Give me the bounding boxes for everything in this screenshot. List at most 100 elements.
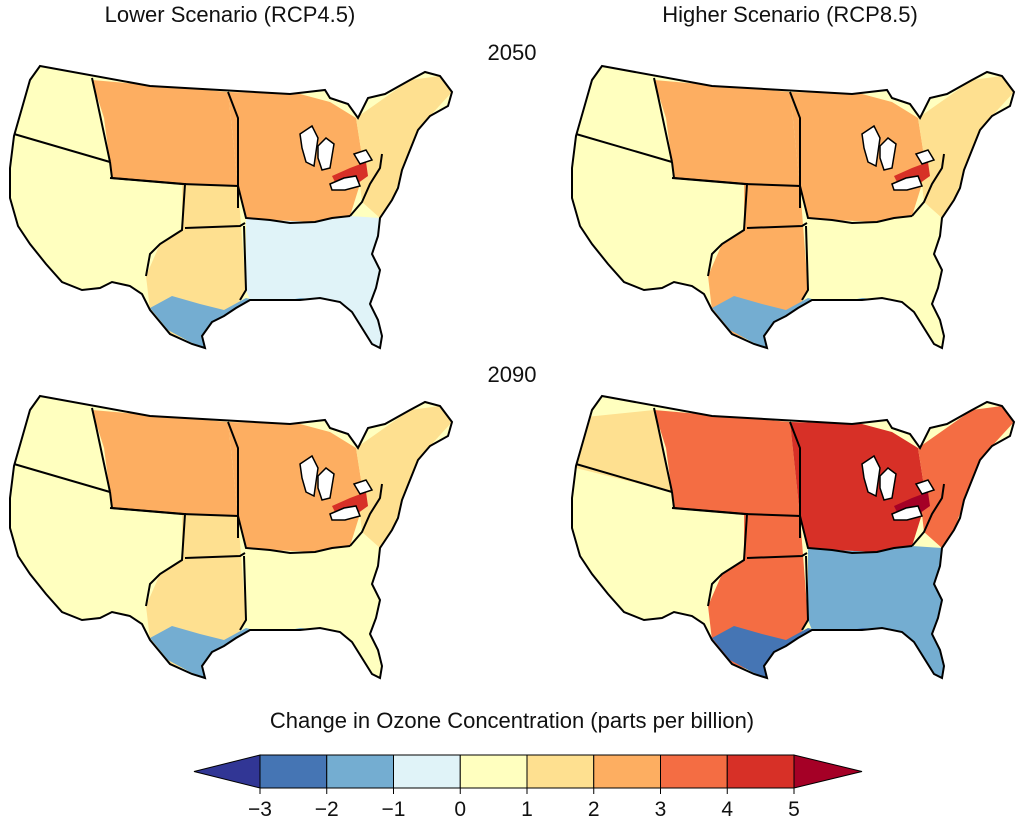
region-border bbox=[671, 507, 745, 515]
region-northern-great-plains bbox=[654, 80, 800, 186]
region-border bbox=[237, 185, 351, 225]
region-border bbox=[239, 225, 248, 301]
region-border bbox=[91, 407, 111, 493]
region-southeast bbox=[808, 546, 944, 678]
region-border bbox=[349, 483, 383, 547]
region-border bbox=[13, 133, 111, 163]
great-lake bbox=[914, 479, 936, 495]
legend-arrow-high bbox=[793, 754, 863, 789]
region-border bbox=[575, 463, 673, 493]
column-title-higher-scenario: Higher Scenario (RCP8.5) bbox=[662, 2, 918, 27]
legend-tick-label: 3 bbox=[655, 798, 667, 821]
region-border bbox=[109, 507, 183, 515]
map-svg bbox=[9, 64, 454, 350]
great-lake bbox=[329, 505, 362, 521]
us-outline bbox=[571, 64, 1016, 350]
map-svg bbox=[571, 394, 1016, 680]
color-legend: −3 −2 −1 0 1 2 3 4 5 bbox=[190, 750, 870, 823]
region-southwest bbox=[10, 468, 185, 618]
great-lake bbox=[329, 175, 362, 191]
region-southwest bbox=[10, 138, 185, 288]
region-northeast bbox=[356, 76, 452, 218]
us-outline bbox=[9, 64, 454, 350]
legend-bin bbox=[726, 754, 795, 789]
legend-tick-label: 1 bbox=[521, 798, 533, 821]
legend-bin bbox=[593, 754, 661, 789]
map-svg bbox=[9, 394, 454, 680]
region-border bbox=[801, 225, 810, 301]
great-lake bbox=[352, 479, 374, 495]
legend-bin bbox=[526, 754, 595, 789]
region-border bbox=[799, 185, 913, 225]
region-midwest bbox=[228, 422, 362, 552]
legend-tick-label: 0 bbox=[454, 798, 466, 821]
region-northern-great-plains bbox=[92, 410, 238, 516]
legend-bin bbox=[393, 754, 461, 789]
region-northeast bbox=[918, 406, 1014, 548]
great-lake bbox=[879, 137, 897, 171]
region-border bbox=[746, 222, 808, 229]
region-border bbox=[109, 177, 183, 185]
region-border bbox=[184, 222, 246, 229]
region-northern-great-plains bbox=[92, 80, 238, 186]
region-southwest bbox=[572, 138, 747, 288]
map-higher-scenario-2050 bbox=[562, 58, 1022, 358]
region-border bbox=[799, 515, 913, 555]
legend-tick-label: −3 bbox=[248, 798, 272, 821]
region-southwest bbox=[572, 468, 747, 618]
great-lake bbox=[352, 149, 374, 165]
column-title-lower-scenario: Lower Scenario (RCP4.5) bbox=[104, 2, 356, 27]
region-border bbox=[911, 153, 945, 217]
great-lake bbox=[299, 454, 319, 498]
row-label-2090: 2090 bbox=[487, 362, 537, 387]
region-southeast bbox=[246, 546, 382, 678]
region-southeast bbox=[246, 216, 382, 348]
region-northern-great-plains bbox=[654, 410, 800, 516]
map-lower-scenario-2050 bbox=[0, 58, 460, 358]
great-lake bbox=[317, 137, 335, 171]
map-lower-scenario-2090 bbox=[0, 388, 460, 688]
region-border bbox=[653, 407, 673, 493]
region-border bbox=[239, 555, 248, 631]
region-border bbox=[746, 552, 808, 559]
region-border bbox=[91, 77, 111, 163]
region-border bbox=[653, 77, 673, 163]
legend-bin bbox=[660, 754, 728, 789]
great-lake bbox=[861, 124, 881, 168]
region-border bbox=[349, 153, 383, 217]
legend-arrow-low bbox=[193, 754, 261, 789]
region-midwest bbox=[790, 422, 924, 552]
legend-tick-label: −1 bbox=[382, 798, 406, 821]
region-border bbox=[237, 515, 351, 555]
great-lake bbox=[891, 175, 924, 191]
legend-tick-label: 4 bbox=[721, 798, 733, 821]
region-northeast bbox=[918, 76, 1014, 218]
row-label-2050: 2050 bbox=[487, 40, 537, 65]
us-outline bbox=[9, 394, 454, 680]
great-lake bbox=[861, 454, 881, 498]
region-midwest bbox=[790, 92, 924, 222]
map-higher-scenario-2090 bbox=[562, 388, 1022, 688]
region-midwest bbox=[228, 92, 362, 222]
legend-tick-label: 2 bbox=[588, 798, 600, 821]
legend-bin bbox=[326, 754, 394, 789]
great-lake bbox=[317, 467, 335, 501]
great-lake bbox=[891, 505, 924, 521]
great-lake bbox=[914, 149, 936, 165]
region-northeast bbox=[356, 406, 452, 548]
great-lake bbox=[879, 467, 897, 501]
us-outline bbox=[571, 394, 1016, 680]
region-southeast bbox=[808, 216, 944, 348]
region-border bbox=[801, 555, 810, 631]
region-border bbox=[13, 463, 111, 493]
great-lake bbox=[299, 124, 319, 168]
legend-tick-label: −2 bbox=[315, 798, 339, 821]
region-border bbox=[575, 133, 673, 163]
legend-bin bbox=[459, 754, 528, 789]
region-border bbox=[671, 177, 745, 185]
legend-bin bbox=[259, 754, 328, 789]
legend-title: Change in Ozone Concentration (parts per… bbox=[269, 708, 755, 733]
legend-tick-label: 5 bbox=[788, 798, 800, 821]
map-svg bbox=[571, 64, 1016, 350]
region-border bbox=[911, 483, 945, 547]
